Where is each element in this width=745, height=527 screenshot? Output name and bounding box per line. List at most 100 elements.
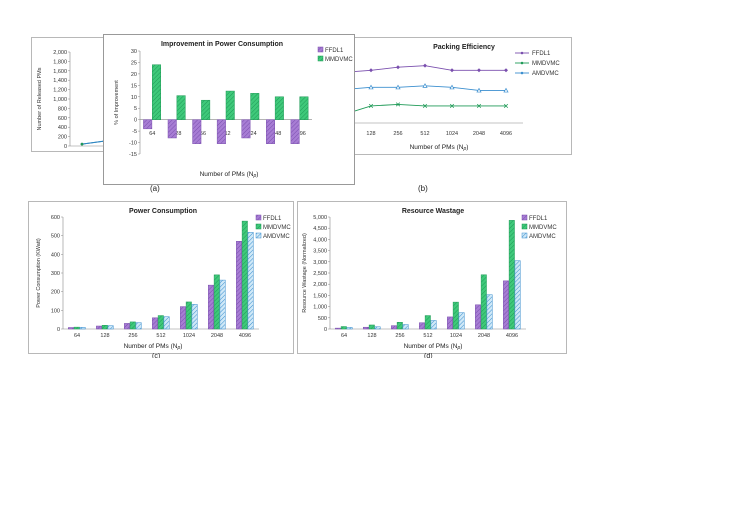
released-pms-chart: 02004006008001,0001,2001,4001,6001,8002,…	[37, 50, 140, 150]
y-tick-label: 10	[131, 95, 137, 101]
bar-mmdvmc	[368, 324, 375, 330]
y-tick-label: 400	[58, 125, 67, 131]
caption-d: (d)	[424, 353, 433, 358]
y-tick-label: 1,400	[53, 78, 67, 84]
improvement-panel: -15 -10 -5 0 5 10 15 20 25 30 64 128 256 512 1024 2048 4…	[103, 34, 355, 185]
y-tick-label: 800	[58, 106, 67, 112]
legend-label-ffdl1: FFDL1	[529, 216, 548, 222]
power-consumption-chart: 0 100 200 300 400 500 600 64 128 256 512 1024 2048 40…	[36, 208, 291, 351]
bar-amdvmc	[163, 316, 170, 330]
x-tick-label: 128	[367, 333, 376, 339]
x-tick-label: 512	[420, 131, 429, 137]
bar-mmdvmc	[250, 93, 260, 120]
bar-mmdvmc	[73, 326, 80, 330]
point-mmdvmc	[422, 103, 428, 109]
y-tick-label: 20	[131, 72, 137, 78]
point-ffdl1	[477, 68, 481, 73]
bar-ffdl1	[143, 119, 153, 130]
bar-mmdvmc	[241, 220, 248, 330]
point-mmdvmc	[449, 103, 455, 109]
y-tick-label: 30	[131, 49, 137, 55]
bar-amdvmc	[514, 260, 521, 330]
point-mmdvmc	[503, 103, 509, 109]
bar-ffdl1	[241, 119, 251, 139]
bar-ffdl1	[236, 241, 242, 330]
y-tick-label: 0	[57, 327, 60, 333]
y-tick-label: -10	[129, 141, 137, 147]
x-axis-label: Number of PMs (Np)	[124, 343, 183, 351]
packing-efficiency-chart: 128 256 512 1024 2048 4096 FFDL1 MMDVMC AMDVMC Pa…	[341, 44, 560, 152]
y-tick-label: 1,200	[53, 88, 67, 94]
x-tick-label: 512	[423, 333, 432, 339]
bar-amdvmc	[486, 294, 493, 330]
bar-mmdvmc	[185, 301, 192, 330]
legend-swatch-ffdl1	[317, 46, 324, 53]
bar-ffdl1	[152, 317, 158, 330]
legend-swatch-mmdvmc	[255, 223, 262, 230]
bar-ffdl1	[447, 316, 453, 330]
bar-ffdl1	[363, 326, 369, 330]
bar-ffdl1	[335, 327, 341, 330]
series-line-mmdvmc	[81, 140, 105, 145]
legend-label-ffdl1: FFDL1	[325, 48, 344, 54]
point-ffdl1	[369, 68, 373, 73]
y-tick-label: 0	[324, 327, 327, 333]
x-tick-label: 512	[221, 131, 230, 137]
bar-amdvmc	[219, 279, 226, 330]
y-tick-label: 3,500	[313, 249, 327, 255]
x-tick-label: 1024	[244, 131, 256, 137]
legend-label-ffdl1: FFDL1	[263, 216, 282, 222]
y-tick-label: -5	[132, 129, 137, 135]
point-ffdl1	[504, 68, 508, 73]
y-axis-label: Number of Released PMs	[37, 67, 43, 130]
bar-ffdl1	[192, 119, 202, 144]
y-tick-label: 2,000	[313, 282, 327, 288]
x-tick-label: 128	[366, 131, 375, 137]
bar-mmdvmc	[101, 325, 108, 330]
bar-mmdvmc	[274, 96, 284, 120]
y-tick-label: 600	[58, 116, 67, 122]
chart-title: Power Consumption	[129, 208, 197, 215]
bar-mmdvmc	[213, 274, 220, 330]
point-amdvmc	[422, 83, 428, 88]
bar-amdvmc	[430, 320, 437, 330]
y-tick-label: 200	[51, 290, 60, 296]
caption-c: (c)	[152, 353, 161, 358]
y-tick-label: 5	[134, 106, 137, 112]
y-tick-label: 0	[134, 118, 137, 124]
y-axis-label: Power Consumption (KWatt)	[36, 238, 42, 308]
x-tick-label: 64	[149, 131, 155, 137]
bar-amdvmc	[191, 304, 198, 330]
caption-a: (a)	[150, 184, 160, 193]
x-tick-label: 256	[393, 131, 402, 137]
x-axis-label: Number of PMs (Np)	[410, 144, 469, 152]
bar-amdvmc	[107, 325, 114, 330]
point-amdvmc	[503, 87, 509, 93]
y-tick-label: 2,500	[313, 271, 327, 277]
resource-wastage-panel: 0 500 1,000 1,500 2,000 2,500 3,000 3,500 4,000 4…	[297, 201, 567, 354]
y-tick-label: 500	[318, 316, 327, 322]
bar-amdvmc	[374, 326, 381, 330]
x-tick-label: 64	[74, 333, 80, 339]
x-tick-label: 2048	[269, 131, 281, 137]
y-tick-label: 2,000	[53, 50, 67, 56]
y-tick-label: 1,800	[53, 59, 67, 65]
series-line-amdvmc	[350, 85, 506, 91]
bar-mmdvmc	[424, 315, 431, 330]
y-tick-label: 1,000	[313, 305, 327, 311]
y-tick-label: 1,000	[53, 97, 67, 103]
point-ffdl1	[396, 65, 400, 70]
y-axis-label: % of Improvement	[114, 80, 120, 125]
x-tick-label: 256	[197, 131, 206, 137]
x-tick-label: 256	[395, 333, 404, 339]
x-axis-label: Number of PMs (Np)	[404, 343, 463, 351]
y-tick-label: 400	[51, 252, 60, 258]
x-tick-label: 1024	[446, 131, 458, 137]
x-tick-label: 2048	[478, 333, 490, 339]
legend-swatch-mmdvmc	[317, 55, 324, 62]
bar-ffdl1	[208, 284, 214, 330]
chart-title: Resource Wastage	[402, 208, 464, 215]
legend-label-mmdvmc: MMDVMC	[532, 61, 560, 67]
legend-marker-mmdvmc	[520, 61, 524, 65]
bar-mmdvmc	[157, 315, 164, 330]
